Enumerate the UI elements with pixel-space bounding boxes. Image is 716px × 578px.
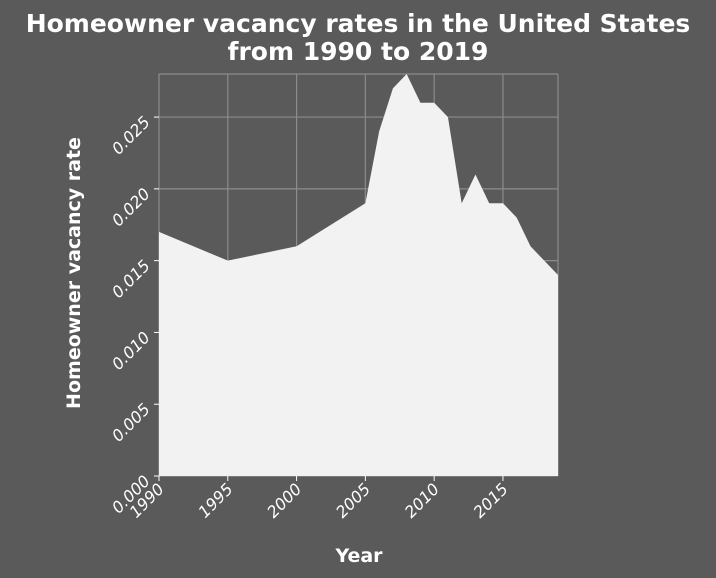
y-axis-label: Homeowner vacancy rate — [63, 137, 85, 409]
chart-title-line-1: Homeowner vacancy rates in the United St… — [26, 9, 691, 38]
vacancy-rate-area — [159, 74, 558, 476]
chart-title-line-2: from 1990 to 2019 — [228, 37, 489, 66]
x-axis-label: Year — [334, 545, 383, 567]
